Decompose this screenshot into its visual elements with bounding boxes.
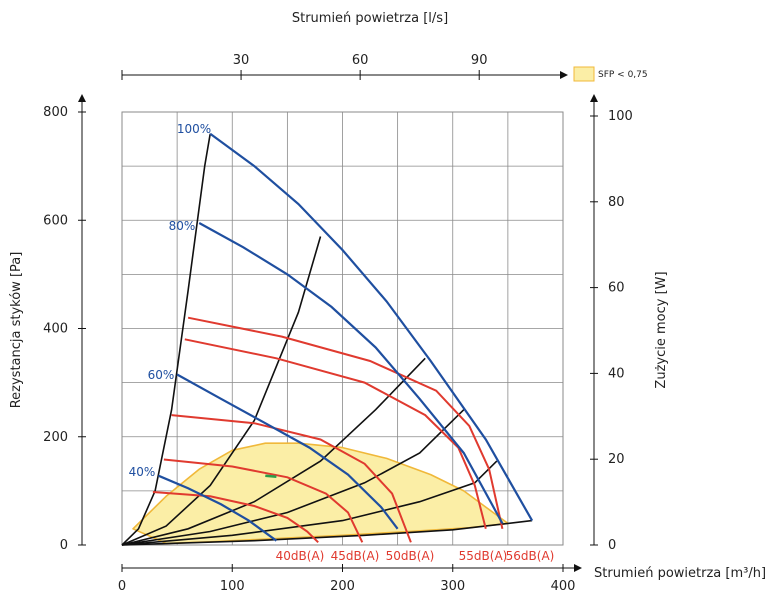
noise-curve-2	[163, 458, 364, 543]
green-mark	[265, 474, 277, 479]
noise-label: 40dB(A)	[276, 549, 325, 563]
top-axis-label: Strumień powietrza [l/s]	[292, 11, 448, 26]
bottom-tick-label: 200	[330, 579, 355, 592]
right-tick-label: 0	[608, 538, 616, 553]
left-tick-label: 600	[43, 213, 68, 228]
left-tick-label: 800	[43, 105, 68, 120]
bottom-tick-label: 300	[440, 579, 465, 592]
power-curve-4	[121, 409, 465, 546]
pressure-label: 80%	[169, 219, 196, 233]
sfp-region	[132, 442, 509, 545]
power-curve-3	[121, 357, 426, 546]
bottom-tick-label: 400	[551, 579, 576, 592]
top-tick-label: 30	[233, 53, 250, 68]
left-axis-label: Rezystancja styków [Pa]	[9, 252, 24, 409]
noise-label: 50dB(A)	[386, 549, 435, 563]
bottom-tick-label: 100	[220, 579, 245, 592]
pressure-curve-60%	[176, 373, 399, 530]
noise-curve-5	[187, 316, 504, 530]
left-tick-label: 400	[43, 322, 68, 337]
pressure-label: 100%	[177, 122, 211, 136]
right-tick-label: 100	[608, 109, 633, 124]
bottom-axis-arrow	[574, 564, 582, 572]
right-tick-label: 40	[608, 366, 625, 381]
pressure-label: 40%	[129, 465, 156, 479]
pressure-curve-100%	[209, 132, 534, 522]
right-axis-label: Zużycie mocy [W]	[654, 271, 669, 388]
bottom-axis-label: Strumień powietrza [m³/h]	[594, 566, 766, 581]
right-axis-arrow	[590, 94, 598, 102]
noise-label: 55dB(A)	[459, 549, 508, 563]
left-tick-label: 0	[60, 538, 68, 553]
power-curve-6	[121, 519, 533, 546]
top-axis-arrow	[560, 71, 568, 79]
left-tick-label: 200	[43, 430, 68, 445]
noise-label: 56dB(A)	[506, 549, 555, 563]
legend-label: SFP < 0,75	[598, 70, 648, 80]
top-tick-label: 60	[352, 53, 369, 68]
noise-label: 45dB(A)	[331, 549, 380, 563]
power-curve-1	[121, 133, 211, 546]
pressure-curve-40%	[157, 474, 278, 542]
right-tick-label: 60	[608, 281, 625, 296]
legend-swatch	[573, 66, 595, 82]
right-tick-label: 80	[608, 195, 625, 210]
noise-curve-3	[171, 414, 412, 543]
top-tick-label: 90	[471, 53, 488, 68]
bottom-tick-label: 0	[118, 579, 126, 592]
power-curve-2	[121, 236, 322, 546]
pressure-curve-80%	[198, 222, 504, 524]
left-axis-arrow	[78, 94, 86, 102]
pressure-label: 60%	[148, 368, 175, 382]
noise-curve-4	[184, 338, 487, 530]
noise-curve-1	[152, 491, 319, 544]
right-tick-label: 20	[608, 452, 625, 467]
